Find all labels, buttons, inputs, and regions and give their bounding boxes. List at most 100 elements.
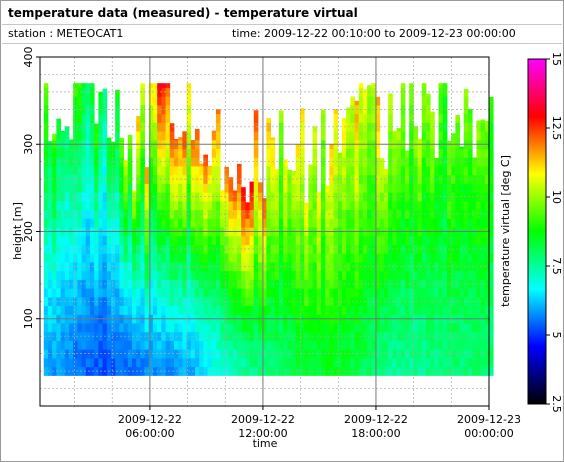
heatmap-cell (463, 366, 469, 376)
heatmap-cell (409, 148, 414, 158)
heatmap-cell (207, 165, 213, 167)
heatmap-cell (337, 340, 343, 350)
heatmap-cell (148, 305, 154, 315)
heatmap-cell (165, 296, 171, 307)
heatmap-cell (241, 192, 246, 202)
heatmap-cell (379, 158, 385, 167)
heatmap-cell (52, 296, 57, 307)
heatmap-cell (388, 296, 393, 307)
heatmap-cell (131, 323, 137, 333)
chart-title: temperature data (measured) - temperatur… (8, 6, 358, 20)
heatmap-cell (480, 200, 486, 211)
heatmap-cell (236, 235, 242, 245)
heatmap-cell (215, 166, 221, 176)
heatmap-cell (488, 366, 494, 376)
heatmap-cell (144, 366, 150, 376)
heatmap-cell (148, 174, 154, 184)
heatmap-cell (249, 209, 255, 219)
heatmap-cell (236, 366, 242, 376)
heatmap-cell (295, 366, 301, 376)
heatmap-cell (215, 218, 221, 228)
heatmap-cell (430, 131, 435, 141)
heatmap-cell (232, 192, 238, 202)
heatmap-cell (123, 235, 129, 245)
heatmap-cell (224, 244, 229, 254)
heatmap-cell (110, 200, 116, 211)
heatmap-cell (388, 288, 393, 298)
heatmap-cell (119, 235, 124, 245)
heatmap-cell (115, 113, 120, 123)
heatmap-cell (400, 83, 406, 88)
heatmap-cell (320, 253, 326, 263)
heatmap-cell (488, 131, 494, 141)
heatmap-cell (106, 358, 112, 368)
heatmap-cell (43, 358, 49, 368)
heatmap-cell (417, 192, 423, 202)
heatmap-cell (161, 200, 166, 211)
heatmap-cell (400, 279, 406, 289)
heatmap-cell (476, 131, 481, 141)
heatmap-cell (161, 349, 166, 359)
heatmap-cell (115, 235, 120, 245)
heatmap-cell (346, 183, 351, 193)
heatmap-cell (47, 366, 53, 376)
heatmap-cell (77, 157, 82, 167)
heatmap-cell (127, 296, 133, 307)
heatmap-cell (161, 331, 166, 341)
heatmap-cell (354, 113, 360, 123)
heatmap-cell (396, 200, 402, 211)
heatmap-cell (421, 253, 427, 263)
heatmap-cell (136, 218, 141, 228)
heatmap-cell (140, 174, 145, 184)
heatmap-cell (52, 148, 57, 158)
heatmap-cell (476, 340, 481, 350)
heatmap-cell (379, 366, 385, 376)
heatmap-cell (241, 323, 246, 333)
heatmap-cell (241, 340, 246, 350)
heatmap-cell (476, 192, 481, 202)
heatmap-cell (266, 323, 271, 333)
heatmap-cell (68, 166, 74, 176)
heatmap-cell (287, 288, 292, 298)
heatmap-cell (295, 262, 301, 272)
heatmap-cell (329, 183, 334, 193)
heatmap-cell (81, 305, 87, 315)
heatmap-cell (346, 305, 351, 315)
heatmap-cell (228, 192, 234, 202)
heatmap-cell (430, 218, 435, 228)
heatmap-cell (119, 183, 124, 193)
heatmap-cell (413, 131, 418, 141)
heatmap-cell (52, 323, 57, 333)
heatmap-cell (312, 174, 318, 184)
heatmap-cell (81, 331, 87, 341)
heatmap-cell (77, 305, 82, 315)
heatmap-cell (232, 305, 238, 315)
heatmap-cell (115, 96, 120, 106)
heatmap-cell (77, 253, 82, 263)
heatmap-cell (52, 331, 57, 341)
heatmap-cell (262, 253, 267, 263)
heatmap-cell (417, 270, 423, 280)
x-tick-label-time: 18:00:00 (351, 427, 400, 440)
heatmap-cell (417, 148, 423, 158)
heatmap-cell (325, 244, 330, 254)
heatmap-cell (60, 270, 66, 280)
heatmap-cell (186, 288, 192, 298)
heatmap-cell (253, 323, 259, 333)
heatmap-cell (367, 113, 372, 123)
heatmap-cell (102, 96, 108, 106)
heatmap-cell (249, 331, 255, 341)
heatmap-cell (81, 96, 87, 106)
heatmap-cell (283, 323, 288, 333)
heatmap-cell (396, 349, 402, 359)
heatmap-cell (295, 358, 301, 368)
heatmap-cell (43, 183, 49, 193)
heatmap-cell (232, 331, 238, 341)
heatmap-cell (316, 200, 322, 211)
heatmap-cell (274, 200, 280, 211)
heatmap-cell (442, 340, 448, 350)
heatmap-cell (127, 235, 133, 245)
heatmap-cell (257, 270, 263, 280)
heatmap-cell (409, 323, 414, 333)
heatmap-cell (274, 169, 280, 176)
